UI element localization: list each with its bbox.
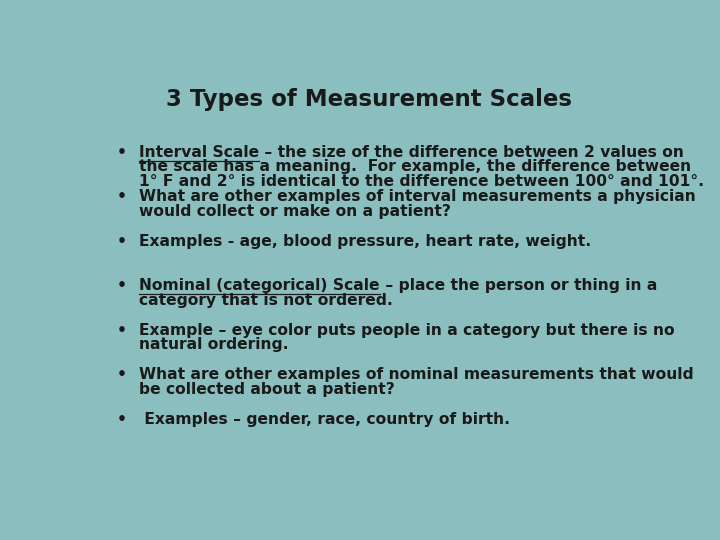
Text: •: • (117, 278, 127, 293)
Text: Examples – gender, race, country of birth.: Examples – gender, race, country of birt… (139, 411, 510, 427)
Text: •: • (117, 411, 127, 427)
Text: •: • (117, 145, 127, 160)
Text: What are other examples of nominal measurements that would: What are other examples of nominal measu… (139, 367, 694, 382)
Text: Interval Scale: Interval Scale (139, 145, 259, 160)
Text: Example – eye color puts people in a category but there is no: Example – eye color puts people in a cat… (139, 322, 675, 338)
Text: Examples - age, blood pressure, heart rate, weight.: Examples - age, blood pressure, heart ra… (139, 234, 591, 248)
Text: category that is not ordered.: category that is not ordered. (139, 293, 393, 308)
Text: Nominal (categorical) Scale: Nominal (categorical) Scale (139, 278, 379, 293)
Text: •: • (117, 367, 127, 382)
Text: – the size of the difference between 2 values on: – the size of the difference between 2 v… (259, 145, 684, 160)
Text: •: • (117, 189, 127, 204)
Text: natural ordering.: natural ordering. (139, 338, 289, 353)
Text: would collect or make on a patient?: would collect or make on a patient? (139, 204, 451, 219)
Text: •: • (117, 234, 127, 248)
Text: be collected about a patient?: be collected about a patient? (139, 382, 395, 397)
Text: the scale has a meaning.  For example, the difference between: the scale has a meaning. For example, th… (139, 159, 691, 174)
Text: 3 Types of Measurement Scales: 3 Types of Measurement Scales (166, 87, 572, 111)
Text: – place the person or thing in a: – place the person or thing in a (379, 278, 657, 293)
Text: •: • (117, 322, 127, 338)
Text: 1° F and 2° is identical to the difference between 100° and 101°.: 1° F and 2° is identical to the differen… (139, 174, 704, 189)
Text: What are other examples of interval measurements a physician: What are other examples of interval meas… (139, 189, 696, 204)
